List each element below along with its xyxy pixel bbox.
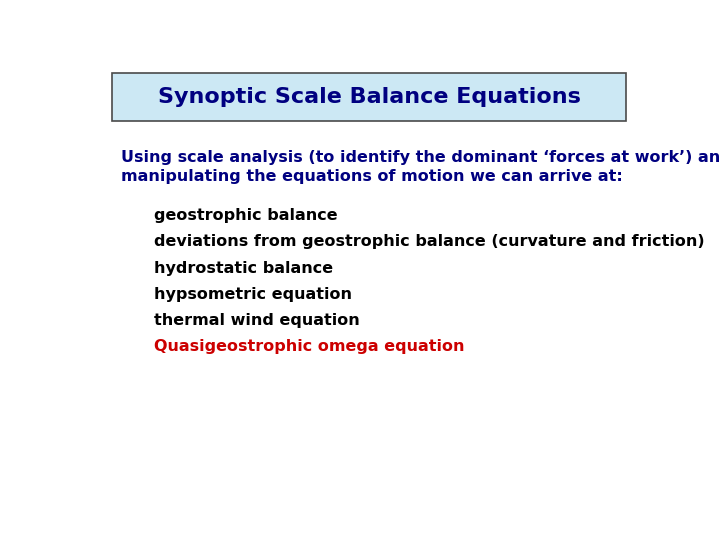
- Text: Quasigeostrophic omega equation: Quasigeostrophic omega equation: [154, 339, 464, 354]
- Text: Synoptic Scale Balance Equations: Synoptic Scale Balance Equations: [158, 87, 580, 107]
- Text: hydrostatic balance: hydrostatic balance: [154, 261, 333, 275]
- Text: thermal wind equation: thermal wind equation: [154, 313, 360, 328]
- FancyBboxPatch shape: [112, 73, 626, 121]
- Text: deviations from geostrophic balance (curvature and friction): deviations from geostrophic balance (cur…: [154, 234, 705, 249]
- Text: geostrophic balance: geostrophic balance: [154, 208, 338, 223]
- Text: Using scale analysis (to identify the dominant ‘forces at work’) and
manipulatin: Using scale analysis (to identify the do…: [121, 150, 720, 184]
- Text: hypsometric equation: hypsometric equation: [154, 287, 352, 302]
